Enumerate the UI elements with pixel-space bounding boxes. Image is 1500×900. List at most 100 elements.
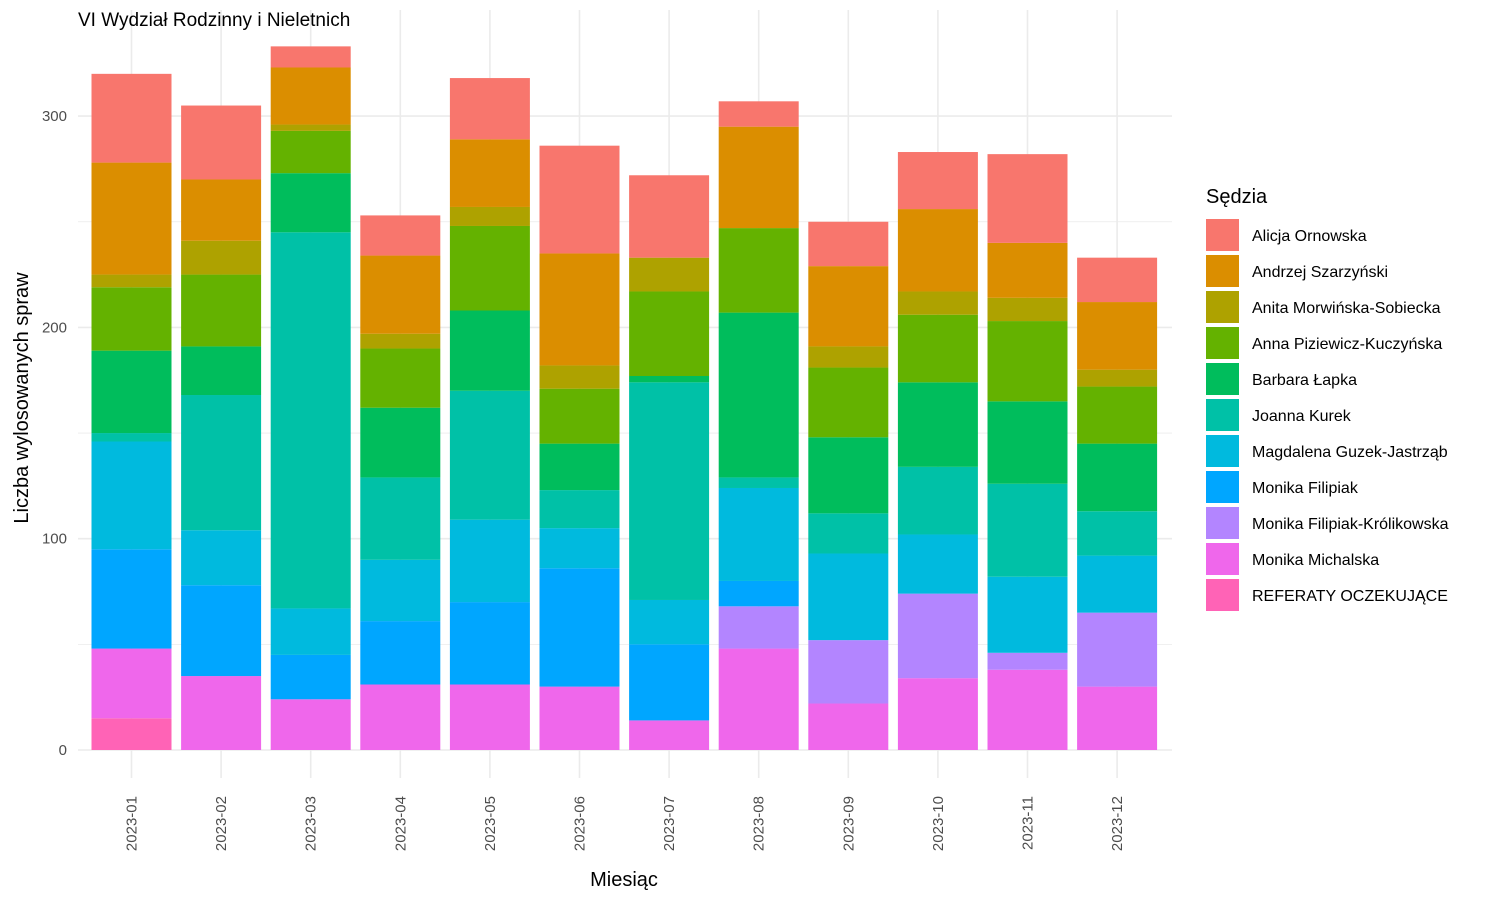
bar-segment: Barbara Łapka 2023-07: 3	[629, 375, 710, 383]
bar-segment: Monika Michalska 2023-11: 38	[987, 669, 1068, 750]
bar-segment: Anna Piziewicz-Kuczyńska 2023-12: 27	[1077, 386, 1158, 444]
legend-label: Monika Michalska	[1252, 552, 1379, 569]
bar-segment: Andrzej Szarzyński 2023-11: 26	[987, 242, 1068, 298]
bar-segment: Magdalena Guzek-Jastrząb 2023-08: 44	[718, 487, 799, 581]
legend-label: Joanna Kurek	[1252, 408, 1352, 425]
bar-segment: Monika Filipiak 2023-05: 39	[449, 602, 530, 685]
legend-label: Anna Piziewicz-Kuczyńska	[1252, 336, 1442, 353]
bar-segment: Barbara Łapka 2023-09: 36	[808, 437, 889, 514]
bar-segment: Anna Piziewicz-Kuczyńska 2023-11: 38	[987, 321, 1068, 402]
legend: Sędzia Alicja Ornowska Andrzej Szarzyński…	[1206, 186, 1449, 611]
bar-segment: Anna Piziewicz-Kuczyńska 2023-01: 30	[91, 287, 172, 351]
y-tick-label: 100	[42, 531, 67, 548]
bar-segment: Barbara Łapka 2023-01: 39	[91, 350, 172, 434]
bar-segment: Monika Michalska 2023-10: 34	[897, 678, 978, 750]
bar-segment: Joanna Kurek 2023-04: 39	[360, 477, 441, 560]
bar-segment: Monika Filipiak-Królikowska 2023-10: 40	[897, 593, 978, 679]
x-tick-label: 2023-05	[482, 796, 499, 851]
bar-segment: Alicja Ornowska 2023-07: 39	[629, 175, 710, 258]
bar-segment: Alicja Ornowska 2023-10: 27	[897, 152, 978, 210]
y-tick-label: 300	[42, 108, 67, 125]
bar-segment: Monika Filipiak-Królikowska 2023-09: 30	[808, 640, 889, 704]
bar-segment: Monika Michalska 2023-04: 31	[360, 684, 441, 750]
x-tick-label: 2023-09	[840, 796, 857, 851]
legend-title: Sędzia	[1206, 186, 1268, 208]
bar-segment: Monika Michalska 2023-07: 14	[629, 720, 710, 750]
bar-segment: Joanna Kurek 2023-05: 61	[449, 390, 530, 520]
legend-label: Monika Filipiak-Królikowska	[1252, 516, 1449, 533]
bar-segment: Anna Piziewicz-Kuczyńska 2023-09: 33	[808, 367, 889, 438]
bar-segment: Monika Michalska 2023-01: 33	[91, 648, 172, 719]
bar-segment: Magdalena Guzek-Jastrząb 2023-12: 27	[1077, 555, 1158, 613]
bar-segment: Andrzej Szarzyński 2023-02: 29	[181, 179, 262, 241]
bar-segment: Joanna Kurek 2023-10: 32	[897, 466, 978, 535]
x-tick-label: 2023-03	[303, 796, 320, 851]
legend-key	[1206, 435, 1239, 467]
bar-segment: Monika Filipiak 2023-06: 56	[539, 568, 620, 687]
bar-segment: Anna Piziewicz-Kuczyńska 2023-03: 20	[270, 130, 351, 174]
bar-segment: Anita Morwińska-Sobiecka 2023-01: 6	[91, 274, 172, 288]
bar-segment: Andrzej Szarzyński 2023-05: 32	[449, 139, 530, 207]
bar-segment: Alicja Ornowska 2023-09: 21	[808, 221, 889, 267]
bar-segment: Anna Piziewicz-Kuczyńska 2023-08: 40	[718, 228, 799, 313]
bar-segment: Anita Morwińska-Sobiecka 2023-06: 11	[539, 365, 620, 389]
x-tick-label: 2023-06	[572, 796, 589, 851]
bar-segment: Barbara Łapka 2023-08: 78	[718, 312, 799, 478]
bar-segment: Joanna Kurek 2023-08: 5	[718, 477, 799, 488]
bar-segment: Joanna Kurek 2023-07: 103	[629, 382, 710, 600]
x-tick-label: 2023-11	[1020, 796, 1037, 850]
legend-key	[1206, 255, 1239, 287]
bar-segment: Barbara Łapka 2023-10: 40	[897, 382, 978, 467]
bar-segment: Monika Michalska 2023-05: 31	[449, 684, 530, 750]
bar-segment: Monika Michalska 2023-08: 48	[718, 648, 799, 750]
bar-segment: Anna Piziewicz-Kuczyńska 2023-04: 28	[360, 348, 441, 408]
bar-segment: Anita Morwińska-Sobiecka 2023-07: 16	[629, 257, 710, 292]
bar-segment: Monika Filipiak 2023-03: 21	[270, 654, 351, 700]
bar-segment: Anna Piziewicz-Kuczyńska 2023-10: 32	[897, 314, 978, 383]
y-tick-label: 0	[59, 742, 67, 759]
legend-label: Alicja Ornowska	[1252, 228, 1367, 245]
bar-segment: Barbara Łapka 2023-12: 32	[1077, 443, 1158, 512]
bar-segment: Alicja Ornowska 2023-08: 12	[718, 101, 799, 127]
legend-label: Anita Morwińska-Sobiecka	[1252, 300, 1441, 317]
bar-segment: Barbara Łapka 2023-11: 39	[987, 401, 1068, 484]
bar-segment: Magdalena Guzek-Jastrząb 2023-02: 26	[181, 530, 262, 586]
bar-segment: Barbara Łapka 2023-06: 22	[539, 443, 620, 491]
bar-segment: REFERATY OCZEKUJĄCE 2023-01: 15	[91, 718, 172, 750]
bar-segment: Alicja Ornowska 2023-04: 19	[360, 215, 441, 256]
bar-segment: Anita Morwińska-Sobiecka 2023-12: 8	[1077, 369, 1158, 387]
bar-segment: Barbara Łapka 2023-04: 33	[360, 407, 441, 478]
bar-segment: Monika Filipiak 2023-02: 43	[181, 585, 262, 677]
bar-segment: Monika Filipiak 2023-08: 12	[718, 580, 799, 607]
bar-segment: Andrzej Szarzyński 2023-09: 38	[808, 266, 889, 347]
legend-key	[1206, 507, 1239, 539]
legend-key	[1206, 471, 1239, 503]
bar-segment: Andrzej Szarzyński 2023-10: 39	[897, 209, 978, 292]
bar-segment: Monika Michalska 2023-02: 35	[181, 676, 262, 750]
x-tick-label: 2023-10	[930, 796, 947, 851]
bar-segment: Magdalena Guzek-Jastrząb 2023-04: 29	[360, 559, 441, 622]
x-tick-label: 2023-12	[1109, 796, 1126, 851]
bar-segment: Joanna Kurek 2023-11: 44	[987, 483, 1068, 577]
x-tick-label: 2023-07	[661, 796, 678, 851]
bar-segment: Anita Morwińska-Sobiecka 2023-04: 7	[360, 333, 441, 349]
y-axis-title: Liczba wylosowanych spraw	[11, 272, 33, 524]
legend-label: Magdalena Guzek-Jastrząb	[1252, 444, 1448, 461]
bar-segment: Alicja Ornowska 2023-12: 21	[1077, 257, 1158, 303]
bar-segment: Magdalena Guzek-Jastrząb 2023-03: 22	[270, 608, 351, 655]
bar-segment: Anita Morwińska-Sobiecka 2023-09: 10	[808, 346, 889, 368]
bar-segment: Andrzej Szarzyński 2023-04: 37	[360, 255, 441, 334]
bar-segment: Anna Piziewicz-Kuczyńska 2023-07: 40	[629, 291, 710, 376]
bar-segment: Alicja Ornowska 2023-01: 42	[91, 73, 172, 163]
bar-segment: Joanna Kurek 2023-09: 19	[808, 513, 889, 554]
legend-label: Barbara Łapka	[1252, 372, 1357, 389]
legend-key	[1206, 291, 1239, 323]
bar-segment: Magdalena Guzek-Jastrząb 2023-07: 21	[629, 599, 710, 645]
bar-segment: Alicja Ornowska 2023-06: 51	[539, 145, 620, 254]
bar-segment: Monika Michalska 2023-12: 30	[1077, 686, 1158, 750]
x-axis-title: Miesiąc	[590, 869, 658, 891]
legend-label: Andrzej Szarzyński	[1252, 264, 1388, 281]
bar-segment: Alicja Ornowska 2023-05: 29	[449, 78, 530, 140]
